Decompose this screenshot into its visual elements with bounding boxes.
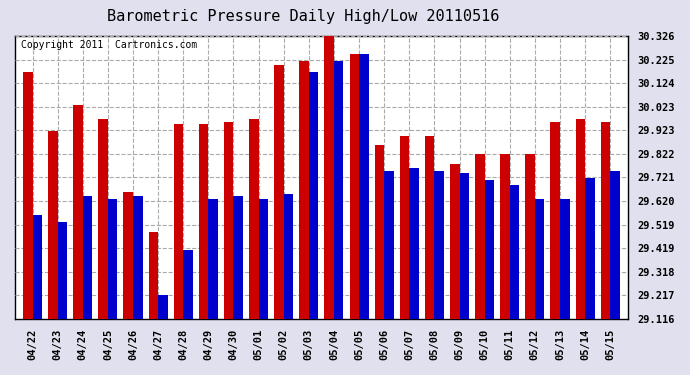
Bar <box>484 180 494 319</box>
Bar <box>199 124 208 319</box>
Bar <box>158 295 168 319</box>
Bar <box>384 171 394 319</box>
Bar <box>359 54 368 319</box>
Bar <box>375 145 384 319</box>
Bar <box>83 196 92 319</box>
Bar <box>324 26 334 319</box>
Bar <box>435 171 444 319</box>
Bar <box>174 124 184 319</box>
Bar <box>535 199 544 319</box>
Bar <box>510 185 520 319</box>
Bar <box>610 171 620 319</box>
Bar <box>334 61 344 319</box>
Bar <box>233 196 243 319</box>
Bar <box>99 119 108 319</box>
Bar <box>551 122 560 319</box>
Bar <box>525 154 535 319</box>
Text: Barometric Pressure Daily High/Low 20110516: Barometric Pressure Daily High/Low 20110… <box>108 9 500 24</box>
Bar <box>284 194 293 319</box>
Bar <box>48 131 58 319</box>
Bar <box>249 119 259 319</box>
Bar <box>450 164 460 319</box>
Bar <box>500 154 510 319</box>
Bar <box>224 122 233 319</box>
Bar <box>309 72 318 319</box>
Bar <box>58 222 67 319</box>
Bar <box>108 199 117 319</box>
Bar <box>32 215 42 319</box>
Bar <box>73 105 83 319</box>
Bar <box>299 61 309 319</box>
Bar <box>425 136 435 319</box>
Bar <box>409 168 419 319</box>
Bar <box>133 196 143 319</box>
Bar <box>259 199 268 319</box>
Bar <box>148 231 158 319</box>
Bar <box>575 119 585 319</box>
Bar <box>601 122 610 319</box>
Bar <box>208 199 218 319</box>
Bar <box>585 178 595 319</box>
Bar <box>124 192 133 319</box>
Bar <box>560 199 569 319</box>
Bar <box>460 173 469 319</box>
Text: Copyright 2011  Cartronics.com: Copyright 2011 Cartronics.com <box>21 40 197 50</box>
Bar <box>23 72 32 319</box>
Bar <box>350 54 359 319</box>
Bar <box>400 136 409 319</box>
Bar <box>274 65 284 319</box>
Bar <box>475 154 484 319</box>
Bar <box>184 250 193 319</box>
